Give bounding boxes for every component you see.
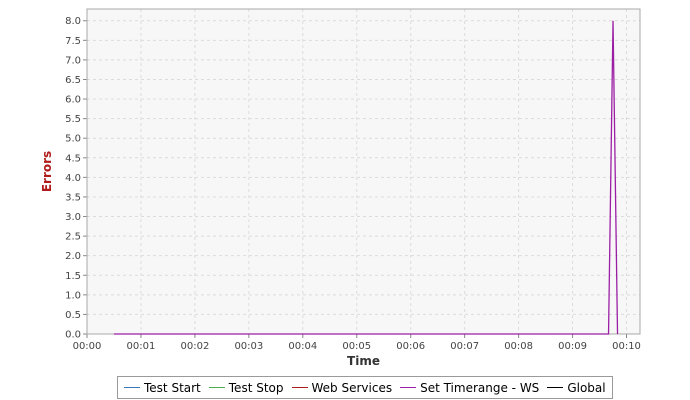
y-tick-label: 1.0: [65, 290, 81, 301]
y-tick-label: 4.0: [65, 173, 81, 184]
y-tick-label: 3.5: [65, 192, 81, 203]
x-tick-label: 00:08: [504, 341, 533, 352]
x-tick-label: 00:05: [342, 341, 371, 352]
y-tick-label: 5.5: [65, 114, 81, 125]
y-tick-label: 8.0: [65, 16, 81, 27]
y-tick-label: 4.5: [65, 153, 81, 164]
legend-item: Set Timerange - WS: [400, 381, 539, 395]
legend-swatch: [400, 387, 417, 388]
x-tick-label: 00:06: [396, 341, 425, 352]
y-tick-label: 6.0: [65, 95, 81, 106]
legend: Test Start Test Stop Web Services Set Timer…: [117, 376, 613, 399]
legend-swatch: [547, 387, 564, 388]
legend-label: Web Services: [311, 380, 393, 395]
y-tick-label: 5.0: [65, 134, 81, 145]
legend-item: Web Services: [291, 380, 393, 395]
y-tick-label: 6.5: [65, 75, 81, 86]
x-tick-label: 00:04: [288, 341, 317, 352]
y-tick-label: 0.0: [65, 330, 81, 341]
y-tick-label: 2.5: [65, 232, 81, 243]
legend-label: Test Start: [144, 380, 201, 395]
legend-swatch: [124, 387, 140, 388]
y-tick-label: 7.5: [65, 36, 81, 47]
x-tick-label: 00:09: [558, 341, 587, 352]
x-tick-label: 00:10: [612, 341, 641, 352]
legend-item: Global: [547, 380, 606, 395]
series-line-3: [113, 20, 619, 335]
x-tick-label: 00:03: [234, 341, 263, 352]
x-tick-label: 00:07: [450, 341, 479, 352]
x-axis-title: Time: [347, 354, 380, 368]
y-tick-label: 1.5: [65, 271, 81, 282]
x-tick-label: 00:02: [180, 341, 209, 352]
y-tick-label: 7.0: [65, 55, 81, 66]
x-tick-label: 00:01: [127, 341, 156, 352]
legend-swatch: [291, 387, 308, 388]
legend-label: Global: [567, 380, 606, 395]
y-tick-label: 2.0: [65, 251, 81, 262]
x-tick-label: 00:00: [73, 341, 102, 352]
chart-canvas: 0.0 0.5 1.0 1.5 2.0 2.5 3.0 3.5 4.0 4.5 5.0 5.5 6.0 6…: [40, 8, 641, 368]
legend-swatch: [208, 387, 225, 388]
legend-label: Test Stop: [228, 380, 284, 395]
plot-area: [87, 9, 640, 334]
y-tick-label: 3.0: [65, 212, 81, 223]
legend-item: Test Stop: [208, 380, 284, 395]
y-tick-label: 0.5: [65, 310, 81, 321]
legend-item: Test Start: [124, 381, 201, 395]
y-axis-title: Errors: [40, 151, 54, 192]
legend-label: Set Timerange - WS: [420, 380, 540, 395]
